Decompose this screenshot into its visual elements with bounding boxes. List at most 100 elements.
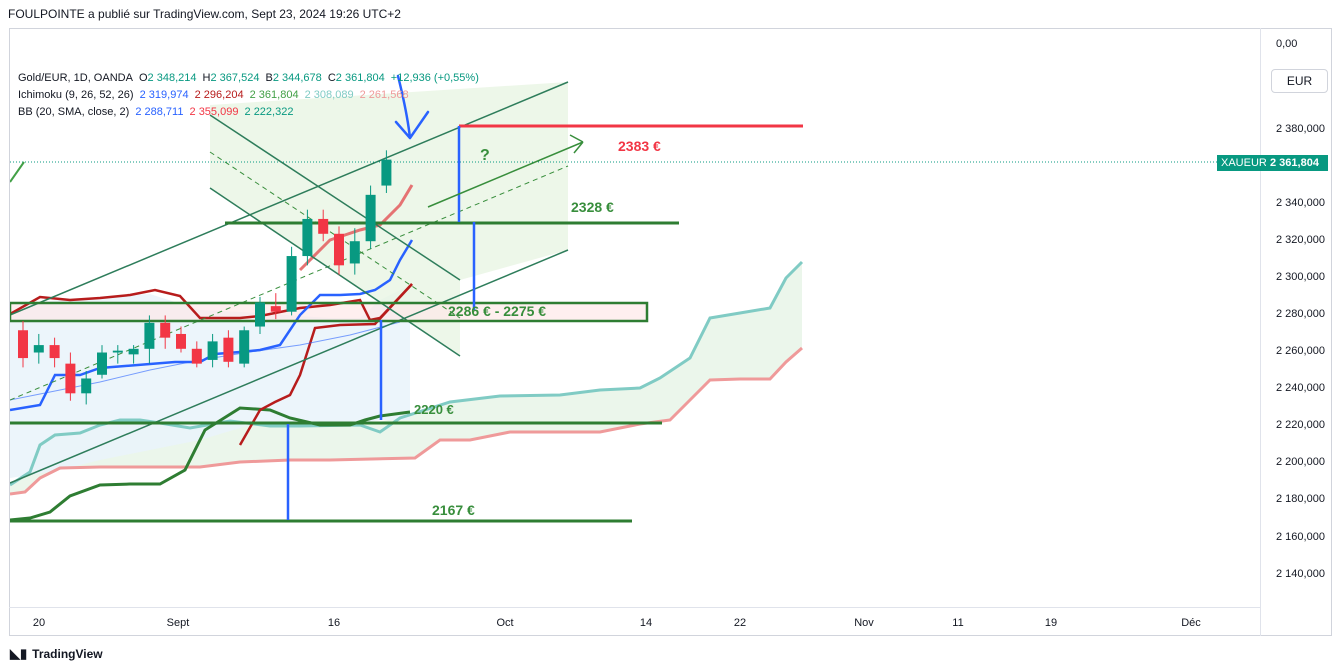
x-tick-label: Déc (1181, 617, 1201, 629)
candle-body (65, 363, 76, 394)
y-tick-label: 2 280,000 (1276, 308, 1325, 320)
bb-name: BB (20, SMA, close, 2) (18, 106, 130, 118)
candle-body (302, 218, 313, 257)
zero-label: 0,00 (1276, 38, 1297, 50)
label-2167: 2167 € (432, 502, 475, 518)
y-tick-label: 2 380,000 (1276, 123, 1325, 135)
legend-ohlc: Gold/EUR, 1D, OANDA O2 348,214 H2 367,52… (18, 72, 482, 84)
y-tick-label: 2 180,000 (1276, 493, 1325, 505)
candle-body (334, 233, 344, 266)
label-2328: 2328 € (571, 199, 614, 215)
candle-body (255, 302, 265, 327)
x-tick-label: 16 (328, 617, 340, 629)
y-tick-label: 2 220,000 (1276, 419, 1325, 431)
label-2220: 2220 € (414, 402, 454, 417)
footer: ◣▮ TradingView (10, 646, 103, 662)
legend-o-label: O (138, 72, 148, 84)
ichimoku-v2: 2 296,204 (194, 89, 244, 101)
footer-brand[interactable]: TradingView (32, 647, 103, 661)
label-zone: 2286 € - 2275 € (448, 303, 546, 319)
candle-body (176, 333, 186, 349)
left-green-tick (10, 161, 25, 183)
candle-body (97, 352, 107, 375)
x-tick-label: Sept (167, 617, 190, 629)
time-axis[interactable]: 20 Sept 16 Oct 14 22 Nov 11 19 Déc (33, 617, 1201, 629)
kijun-sen (10, 283, 413, 322)
legend-bb: BB (20, SMA, close, 2) 2 288,711 2 355,0… (18, 106, 296, 118)
legend-h-label: H (202, 72, 211, 84)
channel-upper (10, 81, 569, 316)
label-2383: 2383 € (618, 138, 661, 154)
candle-body (128, 348, 139, 355)
symbol-tag: XAUEUR (1217, 155, 1267, 171)
x-tick-label: Oct (496, 617, 513, 629)
zone-box (10, 302, 647, 322)
candle-body (381, 159, 392, 186)
legend-h: 2 367,524 (210, 72, 260, 84)
candle-body (112, 350, 123, 353)
x-tick-label: 22 (734, 617, 746, 629)
candle-body (81, 378, 92, 394)
candle-body (239, 330, 250, 364)
legend-o: 2 348,214 (147, 72, 197, 84)
x-tick-label: 11 (952, 617, 963, 629)
zone-2286-2275 (10, 301, 649, 323)
bollinger-fill (10, 285, 410, 478)
last-price-tag: 2 361,804 (1266, 155, 1328, 171)
candle-body (18, 330, 28, 359)
legend-c: 2 361,804 (335, 72, 385, 84)
candle-body (286, 256, 297, 312)
x-tick-label: 20 (33, 617, 45, 629)
candle-body (270, 306, 281, 312)
y-tick-label: 2 160,000 (1276, 531, 1325, 543)
senkou-span-b (10, 346, 803, 496)
candle-body (49, 345, 60, 359)
legend-b-label: B (265, 72, 273, 84)
y-tick-label: 2 200,000 (1276, 456, 1325, 468)
candles (18, 150, 392, 405)
candle-body (160, 322, 171, 338)
x-tick-label: Nov (854, 617, 874, 629)
x-tick-label: 19 (1045, 617, 1057, 629)
publish-header: FOULPOINTE a publié sur TradingView.com,… (8, 7, 401, 21)
x-tick-label: 14 (640, 617, 652, 629)
y-tick-label: 2 240,000 (1276, 382, 1325, 394)
y-tick-label: 2 340,000 (1276, 197, 1325, 209)
time-scale-divider (9, 607, 1260, 608)
bb-v3: 2 222,322 (244, 106, 294, 118)
legend-symbol: Gold/EUR, 1D, OANDA (18, 72, 133, 84)
ichimoku-name: Ichimoku (9, 26, 52, 26) (18, 89, 134, 101)
candle-body (33, 345, 44, 353)
ichimoku-v3: 2 361,804 (249, 89, 299, 101)
ichimoku-v1: 2 319,974 (139, 89, 189, 101)
bb-v1: 2 288,711 (135, 106, 184, 118)
currency-button[interactable]: EUR (1271, 69, 1328, 93)
senkou-span-a (10, 260, 804, 487)
candle-body (207, 341, 218, 360)
y-tick-label: 2 260,000 (1276, 345, 1325, 357)
candle-body (223, 337, 234, 362)
kijun-past (238, 283, 413, 446)
bb-v2: 2 355,099 (189, 106, 239, 118)
candle-body (349, 241, 360, 264)
candle-body (318, 218, 329, 234)
label-question: ? (480, 147, 490, 164)
legend-ichimoku: Ichimoku (9, 26, 52, 26) 2 319,974 2 296… (18, 89, 412, 101)
price-scale-divider (1260, 28, 1261, 636)
candle-body (191, 348, 202, 364)
y-tick-label: 2 300,000 (1276, 271, 1325, 283)
target-arrow (427, 134, 584, 208)
candle-body (144, 322, 155, 349)
y-tick-label: 2 320,000 (1276, 234, 1325, 246)
chart-frame (9, 28, 1332, 636)
channel-fill (210, 82, 568, 355)
desc-channel-upper (209, 114, 461, 281)
tradingview-logo-icon: ◣▮ (10, 646, 28, 661)
blue-arrow (394, 74, 430, 140)
price-axis[interactable]: 2 140,000 2 160,000 2 180,000 2 200,000 2 22… (1276, 123, 1325, 580)
y-tick-label: 2 140,000 (1276, 568, 1325, 580)
candle-body (365, 194, 376, 242)
desc-channel-lower (209, 187, 461, 357)
legend-change: +12,936 (+0,55%) (390, 72, 479, 84)
